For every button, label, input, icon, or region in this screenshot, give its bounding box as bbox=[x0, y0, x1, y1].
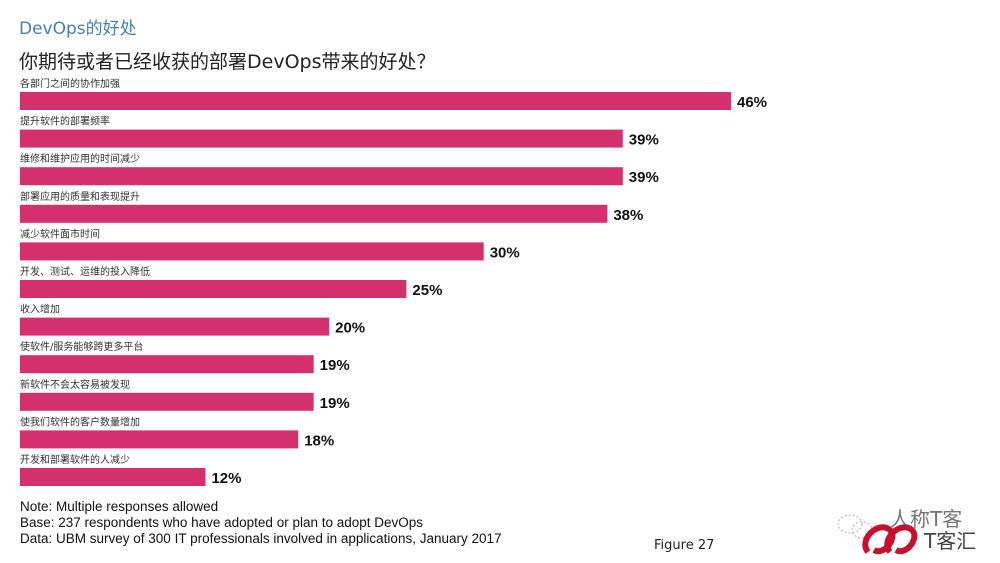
bar bbox=[20, 242, 484, 261]
category-label: 开发、测试、运维的投入降低 bbox=[20, 265, 150, 278]
data-source-line: Data: UBM survey of 300 IT professionals… bbox=[20, 531, 502, 546]
value-label: 39% bbox=[629, 132, 659, 149]
category-label: 维修和维护应用的时间减少 bbox=[20, 152, 140, 165]
value-label: 20% bbox=[335, 320, 365, 337]
value-label: 38% bbox=[613, 207, 643, 224]
page-subtitle: DevOps的好处 bbox=[19, 19, 137, 39]
value-label: 12% bbox=[211, 470, 241, 487]
category-label: 提升软件的部署频率 bbox=[20, 115, 110, 128]
base-line: Base: 237 respondents who have adopted o… bbox=[20, 515, 424, 530]
bar bbox=[20, 167, 623, 186]
value-label: 39% bbox=[629, 169, 659, 186]
category-label: 使我们软件的客户数量增加 bbox=[20, 415, 140, 428]
category-label: 各部门之间的协作加强 bbox=[20, 77, 120, 90]
logo-mark bbox=[862, 524, 918, 555]
category-label: 部署应用的质量和表现提升 bbox=[20, 190, 140, 203]
bar bbox=[20, 392, 314, 411]
bar bbox=[20, 468, 206, 486]
bar bbox=[20, 204, 608, 223]
category-label: 新软件不会太容易被发现 bbox=[20, 378, 130, 391]
chart-title: 你期待或者已经收获的部署DevOps带来的好处？ bbox=[19, 51, 436, 73]
figure-number: Figure 27 bbox=[654, 538, 715, 553]
chart-notes: Note: Multiple responses allowed Base: 2… bbox=[20, 499, 502, 547]
value-label: 25% bbox=[412, 282, 442, 299]
category-label: 减少软件面市时间 bbox=[20, 227, 100, 240]
bar bbox=[20, 317, 330, 336]
svg-text:T客汇: T客汇 bbox=[923, 529, 976, 553]
bar bbox=[20, 280, 407, 298]
value-label: 19% bbox=[320, 357, 350, 374]
bar bbox=[20, 430, 299, 449]
value-label: 18% bbox=[304, 432, 334, 449]
watermark-logo: 人称T客 T客汇 bbox=[837, 507, 976, 555]
value-label: 19% bbox=[320, 395, 350, 412]
svg-text:人称T客: 人称T客 bbox=[890, 507, 962, 531]
category-label: 收入增加 bbox=[20, 303, 60, 316]
bar bbox=[20, 355, 314, 374]
value-label: 46% bbox=[737, 94, 767, 111]
category-label: 使软件/服务能够跨更多平台 bbox=[20, 340, 143, 353]
bar bbox=[20, 92, 731, 110]
category-label: 开发和部署软件的人减少 bbox=[20, 453, 130, 466]
value-label: 30% bbox=[490, 244, 520, 261]
bar bbox=[20, 129, 623, 148]
note-line: Note: Multiple responses allowed bbox=[20, 499, 219, 514]
